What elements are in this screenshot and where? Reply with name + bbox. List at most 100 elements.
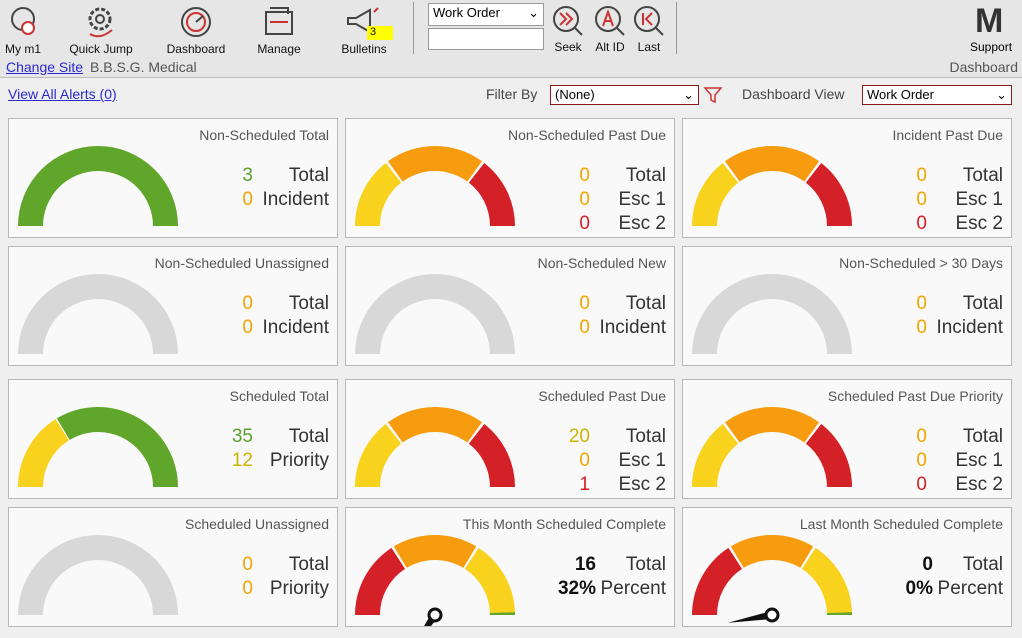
card-label: Total (288, 426, 329, 447)
card-value: 32% (557, 578, 596, 599)
card-label: Esc 1 (955, 450, 1003, 471)
needle-hub (427, 607, 443, 623)
dashboard-card[interactable]: Scheduled Past Due Priority 0 Total 0 Esc 1 0… (682, 379, 1012, 499)
gauge (18, 274, 178, 354)
card-value: 0 (916, 293, 927, 314)
gauge-segment (393, 535, 477, 568)
card-label: Esc 1 (618, 189, 666, 210)
card-value: 3 (242, 165, 253, 186)
change-site-link[interactable]: Change Site (6, 59, 84, 75)
gauge (18, 535, 178, 615)
label: Bulletins (341, 42, 387, 56)
gauge-segment (355, 162, 402, 226)
clear-filter-icon[interactable] (703, 85, 723, 105)
card-value: 20 (568, 426, 590, 447)
card-label: Total (962, 426, 1003, 447)
card-title: Non-Scheduled Unassigned (154, 255, 329, 271)
card-value: 0 (916, 450, 927, 471)
card-value: 0 (916, 189, 927, 210)
card-value: 0 (579, 189, 590, 210)
dashboard-card[interactable]: Scheduled Past Due 20 Total 0 Esc 1 1 Esc 2 (345, 379, 675, 499)
support-link[interactable]: Support (970, 40, 1013, 54)
card-label: Incident (262, 317, 329, 338)
dashboard-card[interactable]: This Month Scheduled Complete 16 Total 32% P… (345, 507, 675, 627)
card-title: Non-Scheduled > 30 Days (839, 255, 1003, 271)
value: Work Order (433, 5, 500, 20)
card-label: Esc 1 (618, 450, 666, 471)
card-label: Percent (937, 578, 1003, 599)
toolbar: My m1 Quick Jump Dashboard Manage Bullet… (0, 0, 1022, 78)
gauge-segment (468, 162, 515, 226)
dashboard-card[interactable]: Non-Scheduled New 0 Total 0 Incident (345, 246, 675, 366)
card-title: Non-Scheduled New (537, 255, 666, 271)
card-value: 0 (242, 189, 253, 210)
card-value: 0 (579, 165, 590, 186)
needle-hub (764, 607, 780, 623)
filter-label: Filter By (486, 86, 538, 102)
card-value: 0 (579, 317, 590, 338)
card-title: Last Month Scheduled Complete (799, 516, 1003, 532)
search-input[interactable] (428, 28, 544, 50)
dashboard-card[interactable]: Scheduled Total 35 Total 12 Priority (8, 379, 338, 499)
gauge-segment (18, 146, 178, 226)
gauge-segment (692, 162, 739, 226)
card-title: Scheduled Unassigned (185, 516, 329, 532)
card-value: 0 (579, 450, 590, 471)
card-label: Total (288, 165, 329, 186)
value: (None) (555, 87, 595, 102)
value: Work Order (867, 87, 934, 102)
dashboard-card[interactable]: Non-Scheduled Unassigned 0 Total 0 Incident (8, 246, 338, 366)
gauge-segment (692, 423, 739, 487)
card-title: Scheduled Past Due Priority (827, 388, 1003, 404)
card-title: Scheduled Past Due (538, 388, 666, 404)
gauge-segment (387, 146, 483, 182)
alt-id-button[interactable]: Alt ID (590, 4, 630, 54)
card-title: This Month Scheduled Complete (462, 516, 666, 532)
gauge-segment (724, 146, 820, 182)
icon (11, 7, 35, 35)
view-alerts-link[interactable]: View All Alerts (0) (8, 86, 117, 102)
card-value: 0 (916, 213, 927, 234)
my-m1-button[interactable]: My m1 (0, 4, 63, 56)
icon (181, 7, 211, 37)
card-title: Non-Scheduled Total (199, 127, 329, 143)
card-value: 0 (916, 165, 927, 186)
card-value: 12 (231, 450, 253, 471)
manage-button[interactable]: Manage (239, 4, 319, 56)
seek-button[interactable]: Seek (548, 4, 588, 54)
view-select[interactable]: Work Order ⌄ (862, 85, 1012, 105)
dashboard-card[interactable]: Last Month Scheduled Complete 0 Total 0% Per… (682, 507, 1012, 627)
card-label: Esc 2 (618, 474, 666, 495)
gauge-segment (692, 547, 743, 615)
icon (553, 6, 583, 36)
bulletin-badge: 3 (367, 26, 393, 40)
gauge (18, 146, 178, 226)
gauge-segment (355, 547, 406, 615)
gauge-end (826, 612, 852, 615)
dashboard-card[interactable]: Non-Scheduled Past Due 0 Total 0 Esc 1 0 Esc 2 (345, 118, 675, 238)
card-label: Total (625, 554, 666, 575)
m1-logo[interactable]: M (975, 2, 1004, 40)
dashboard-card[interactable]: Incident Past Due 0 Total 0 Esc 1 0 Esc 2 (682, 118, 1012, 238)
gauge-segment (18, 274, 178, 354)
card-label: Total (962, 293, 1003, 314)
dashboard-button[interactable]: Dashboard (156, 4, 236, 56)
dashboard-card[interactable]: Scheduled Unassigned 0 Total 0 Priority (8, 507, 338, 627)
gauge-end (489, 612, 515, 615)
card-label: Esc 2 (955, 474, 1003, 495)
card-label: Priority (269, 578, 329, 599)
bulletins-button[interactable]: Bulletins 3 (324, 4, 404, 56)
last-button[interactable]: Last (629, 4, 669, 54)
search-type-select[interactable]: Work Order ⌄ (428, 3, 544, 26)
gauge-segment (18, 535, 178, 615)
card-value: 0% (905, 578, 933, 599)
label: My m1 (5, 42, 41, 56)
filter-select[interactable]: (None) ⌄ (550, 85, 699, 105)
icon (265, 7, 293, 35)
gauge (692, 146, 852, 226)
quick-jump-button[interactable]: Quick Jump (61, 4, 141, 56)
gauge-segment (468, 423, 515, 487)
dashboard-card[interactable]: Non-Scheduled > 30 Days 0 Total 0 Incident (682, 246, 1012, 366)
dashboard-card[interactable]: Non-Scheduled Total 3 Total 0 Incident (8, 118, 338, 238)
